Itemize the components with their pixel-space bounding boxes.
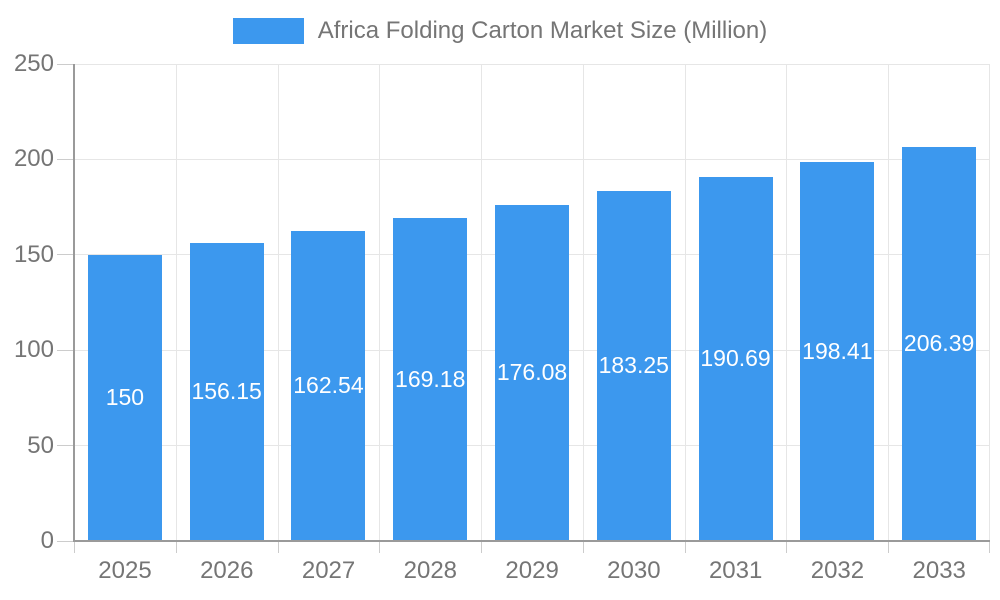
bar-value-label: 150 [105, 383, 145, 410]
y-tick [57, 63, 73, 65]
bar-value-label: 169.18 [395, 365, 466, 392]
bar-2026[interactable]: 156.15 [189, 243, 264, 541]
v-gridline [684, 64, 686, 541]
chart-legend[interactable]: Africa Folding Carton Market Size (Milli… [0, 17, 1000, 45]
x-tick [684, 542, 686, 553]
x-axis-tick-label: 2028 [403, 557, 458, 584]
legend-swatch [232, 18, 304, 44]
bar-value-label: 183.25 [598, 352, 669, 379]
x-axis-tick-label: 2027 [301, 557, 356, 584]
bar-2031[interactable]: 190.69 [698, 177, 773, 541]
bar-2030[interactable]: 183.25 [596, 191, 671, 541]
v-gridline [989, 64, 990, 541]
y-tick [57, 540, 73, 542]
y-axis-line [73, 64, 75, 541]
v-gridline [379, 64, 381, 541]
y-axis-tick-label: 100 [13, 336, 54, 364]
x-tick [888, 542, 890, 553]
y-tick [57, 254, 73, 256]
x-tick [74, 542, 75, 553]
v-gridline [888, 64, 890, 541]
x-axis-tick-label: 2032 [810, 557, 865, 584]
bar-value-label: 206.39 [903, 330, 975, 357]
x-tick [277, 542, 279, 553]
x-tick [175, 542, 177, 553]
x-axis-tick-label: 2029 [505, 557, 559, 584]
bar-2032[interactable]: 198.41 [800, 162, 875, 541]
v-gridline [277, 64, 279, 541]
x-tick [379, 542, 381, 553]
v-gridline [481, 64, 483, 541]
h-gridline [74, 63, 990, 65]
y-tick [57, 158, 73, 160]
y-axis-tick-label: 0 [40, 527, 54, 554]
x-tick [582, 542, 584, 553]
y-tick [57, 445, 73, 447]
x-axis-tick-label: 2030 [607, 557, 661, 584]
bar-2028[interactable]: 169.18 [393, 218, 468, 541]
bar-value-label: 176.08 [496, 359, 568, 386]
v-gridline [582, 64, 584, 541]
bar-value-label: 156.15 [191, 378, 262, 405]
x-axis-tick-label: 2026 [200, 557, 254, 584]
y-axis-tick-label: 50 [27, 431, 54, 459]
x-tick [786, 542, 788, 553]
y-axis-tick-label: 200 [13, 145, 54, 173]
bar-2033[interactable]: 206.39 [902, 147, 977, 541]
bar-value-label: 162.54 [293, 371, 364, 398]
v-gridline [786, 64, 788, 541]
x-tick [989, 542, 990, 553]
y-axis-tick-label: 250 [13, 50, 54, 77]
x-axis-tick-label: 2025 [98, 557, 152, 584]
x-axis-line [73, 540, 990, 542]
x-axis-tick-label: 2033 [912, 557, 966, 584]
y-axis-tick-label: 150 [13, 240, 54, 268]
h-gridline [74, 158, 990, 160]
x-tick [481, 542, 483, 553]
chart-title: Africa Folding Carton Market Size (Milli… [317, 17, 768, 44]
x-axis-tick-label: 2031 [708, 557, 763, 584]
bar-2027[interactable]: 162.54 [291, 230, 366, 541]
plot-area: 150 156.15 162.54 169.18 176.08 183.25 190.69 1… [57, 63, 990, 553]
bar-2029[interactable]: 176.08 [495, 205, 569, 541]
y-tick [57, 349, 73, 351]
v-gridline [175, 64, 177, 541]
bar-value-label: 198.41 [802, 337, 873, 364]
bar-2025[interactable]: 150 [87, 254, 162, 541]
bar-value-label: 190.69 [700, 345, 771, 372]
